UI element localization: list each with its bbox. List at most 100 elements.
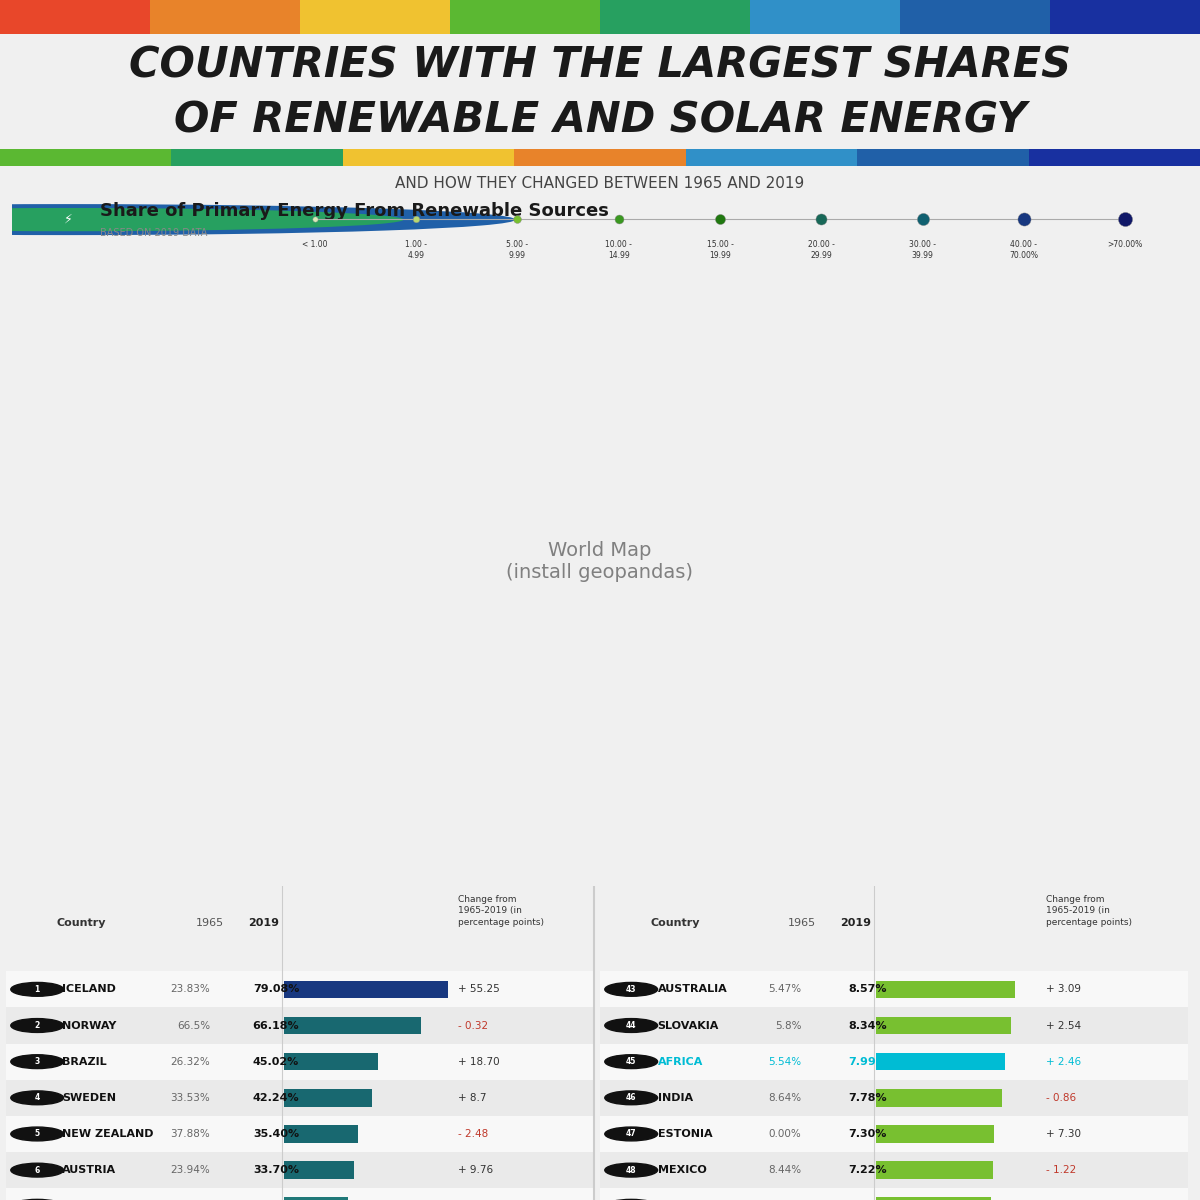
- Point: [305, 210, 324, 229]
- Text: 26.32%: 26.32%: [170, 1057, 210, 1067]
- Text: - 2.48: - 2.48: [458, 1129, 488, 1139]
- Text: + 2.46: + 2.46: [1046, 1057, 1081, 1067]
- Circle shape: [605, 1055, 658, 1068]
- Text: 45: 45: [626, 1057, 636, 1066]
- Text: ICELAND: ICELAND: [62, 984, 116, 995]
- Text: COUNTRIES WITH THE LARGEST SHARES: COUNTRIES WITH THE LARGEST SHARES: [128, 44, 1072, 86]
- Text: + 55.25: + 55.25: [458, 984, 500, 995]
- Text: + 2.54: + 2.54: [1046, 1020, 1081, 1031]
- Text: + 7.30: + 7.30: [1046, 1129, 1081, 1139]
- Bar: [0, 149, 172, 166]
- Text: 3: 3: [35, 1057, 40, 1066]
- Bar: [876, 1162, 992, 1178]
- Text: NORWAY: NORWAY: [62, 1020, 116, 1031]
- Bar: [343, 149, 515, 166]
- Point: [811, 210, 830, 229]
- Text: >70.00%: >70.00%: [1108, 240, 1142, 250]
- Text: 5: 5: [35, 1129, 40, 1139]
- Bar: [284, 980, 448, 998]
- Circle shape: [11, 1055, 64, 1068]
- Text: 6: 6: [35, 1165, 40, 1175]
- Text: 33.53%: 33.53%: [170, 1093, 210, 1103]
- Bar: [284, 1198, 348, 1200]
- Bar: [600, 1152, 1188, 1188]
- Text: 43: 43: [626, 985, 636, 994]
- Bar: [876, 1126, 995, 1142]
- Text: BRAZIL: BRAZIL: [62, 1057, 107, 1067]
- Circle shape: [11, 1163, 64, 1177]
- Text: Change from
1965-2019 (in
percentage points): Change from 1965-2019 (in percentage poi…: [458, 895, 545, 926]
- Text: 5.54%: 5.54%: [768, 1057, 802, 1067]
- Bar: [6, 1116, 594, 1152]
- Text: 7.99%: 7.99%: [848, 1057, 887, 1067]
- Text: Change from
1965-2019 (in
percentage points): Change from 1965-2019 (in percentage poi…: [1046, 895, 1133, 926]
- Text: 33.70%: 33.70%: [253, 1165, 299, 1175]
- Text: 10.00 -
14.99: 10.00 - 14.99: [605, 240, 632, 259]
- Text: 8.64%: 8.64%: [768, 1093, 802, 1103]
- Text: 47: 47: [626, 1129, 636, 1139]
- Text: 23.94%: 23.94%: [170, 1165, 210, 1175]
- Text: 66.18%: 66.18%: [253, 1020, 299, 1031]
- Bar: [284, 1090, 372, 1106]
- Bar: [515, 149, 685, 166]
- Bar: [6, 1044, 594, 1080]
- Circle shape: [605, 1163, 658, 1177]
- Text: 1965: 1965: [787, 918, 816, 929]
- Bar: [876, 1090, 1002, 1106]
- Bar: [1028, 149, 1200, 166]
- Bar: [750, 0, 900, 34]
- Bar: [284, 1052, 378, 1070]
- Text: World Map
(install geopandas): World Map (install geopandas): [506, 540, 694, 582]
- Text: ESTONIA: ESTONIA: [658, 1129, 713, 1139]
- Text: INDIA: INDIA: [658, 1093, 692, 1103]
- Bar: [172, 149, 343, 166]
- Text: 2019: 2019: [840, 918, 871, 929]
- Text: OF RENEWABLE AND SOLAR ENERGY: OF RENEWABLE AND SOLAR ENERGY: [174, 100, 1026, 142]
- Text: - 1.22: - 1.22: [1046, 1165, 1076, 1175]
- Bar: [150, 0, 300, 34]
- Text: AUSTRIA: AUSTRIA: [62, 1165, 116, 1175]
- Circle shape: [605, 1127, 658, 1141]
- Text: MEXICO: MEXICO: [658, 1165, 707, 1175]
- Text: AUSTRALIA: AUSTRALIA: [658, 984, 727, 995]
- Text: AFRICA: AFRICA: [658, 1057, 703, 1067]
- Wedge shape: [0, 208, 403, 232]
- Circle shape: [605, 1091, 658, 1105]
- Text: 1.00 -
4.99: 1.00 - 4.99: [406, 240, 427, 259]
- Circle shape: [11, 1127, 64, 1141]
- Text: 2: 2: [35, 1021, 40, 1030]
- Bar: [600, 1008, 1188, 1044]
- Text: 8.44%: 8.44%: [768, 1165, 802, 1175]
- Text: Country: Country: [56, 918, 106, 929]
- Text: 44: 44: [626, 1021, 636, 1030]
- Text: 1: 1: [35, 985, 40, 994]
- Bar: [6, 1188, 594, 1200]
- Text: 40.00 -
70.00%: 40.00 - 70.00%: [1009, 240, 1038, 259]
- Bar: [600, 0, 750, 34]
- Wedge shape: [0, 204, 515, 235]
- Text: 4: 4: [35, 1093, 40, 1103]
- Text: SLOVAKIA: SLOVAKIA: [658, 1020, 719, 1031]
- Bar: [600, 971, 1188, 1008]
- Bar: [6, 1080, 594, 1116]
- Text: 48: 48: [626, 1165, 636, 1175]
- Bar: [284, 1126, 358, 1142]
- Text: 5.00 -
9.99: 5.00 - 9.99: [506, 240, 528, 259]
- Text: SWEDEN: SWEDEN: [62, 1093, 116, 1103]
- Text: + 3.09: + 3.09: [1046, 984, 1081, 995]
- Text: 23.83%: 23.83%: [170, 984, 210, 995]
- Text: 7.78%: 7.78%: [848, 1093, 887, 1103]
- Bar: [600, 1044, 1188, 1080]
- Bar: [284, 1162, 354, 1178]
- Text: 0.00%: 0.00%: [769, 1129, 802, 1139]
- Text: 42.24%: 42.24%: [253, 1093, 299, 1103]
- Text: 20.00 -
29.99: 20.00 - 29.99: [808, 240, 835, 259]
- Circle shape: [605, 1019, 658, 1032]
- Bar: [876, 1016, 1012, 1034]
- Bar: [6, 1008, 594, 1044]
- Bar: [600, 1188, 1188, 1200]
- Bar: [857, 149, 1028, 166]
- Text: 37.88%: 37.88%: [170, 1129, 210, 1139]
- Text: ⚡: ⚡: [64, 214, 73, 226]
- Text: 35.40%: 35.40%: [253, 1129, 299, 1139]
